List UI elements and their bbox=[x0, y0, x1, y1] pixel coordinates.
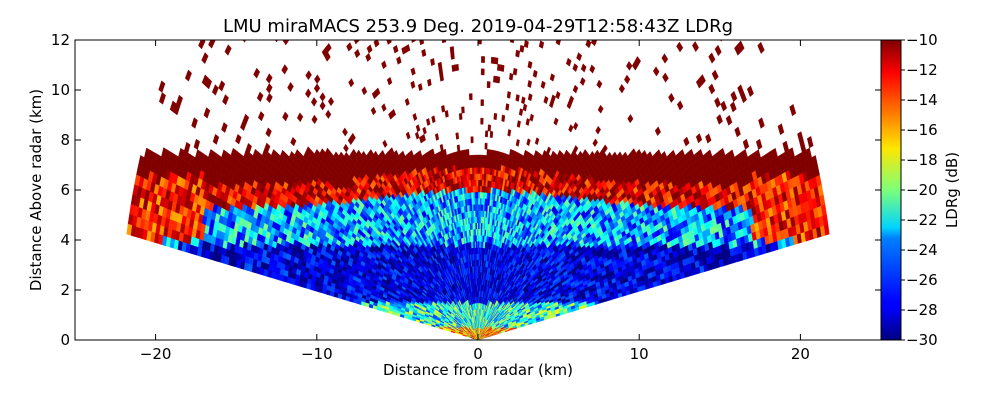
colorbar-tick-label: −20 bbox=[906, 181, 938, 199]
colorbar-tick-label: −16 bbox=[906, 121, 938, 139]
x-tick-label: 0 bbox=[473, 345, 483, 363]
chart-title: LMU miraMACS 253.9 Deg. 2019-04-29T12:58… bbox=[223, 16, 733, 37]
y-tick-label: 4 bbox=[60, 231, 70, 249]
y-tick-label: 8 bbox=[60, 131, 70, 149]
y-tick-label: 10 bbox=[51, 81, 70, 99]
y-tick-label: 0 bbox=[60, 331, 70, 349]
x-tick-label: 10 bbox=[630, 345, 649, 363]
x-tick-label: −10 bbox=[301, 345, 333, 363]
y-tick-label: 12 bbox=[51, 31, 70, 49]
colorbar-tick-label: −10 bbox=[906, 31, 938, 49]
x-tick-label: 20 bbox=[791, 345, 810, 363]
colorbar-tick-label: −30 bbox=[906, 331, 938, 349]
colorbar-tick-label: −24 bbox=[906, 241, 938, 259]
colorbar-tick-label: −28 bbox=[906, 301, 938, 319]
colorbar-tick-label: −22 bbox=[906, 211, 938, 229]
colorbar-tick-label: −26 bbox=[906, 271, 938, 289]
y-tick-label: 2 bbox=[60, 281, 70, 299]
x-axis-label: Distance from radar (km) bbox=[383, 361, 573, 379]
x-tick-label: −20 bbox=[140, 345, 172, 363]
colorbar-tick-label: −12 bbox=[906, 61, 938, 79]
y-tick-label: 6 bbox=[60, 181, 70, 199]
y-axis-label: Distance Above radar (km) bbox=[27, 89, 45, 291]
colorbar-tick-label: −14 bbox=[906, 91, 938, 109]
colorbar-label: LDRg (dB) bbox=[943, 152, 961, 228]
colorbar-tick-label: −18 bbox=[906, 151, 938, 169]
colorbar bbox=[880, 39, 902, 341]
